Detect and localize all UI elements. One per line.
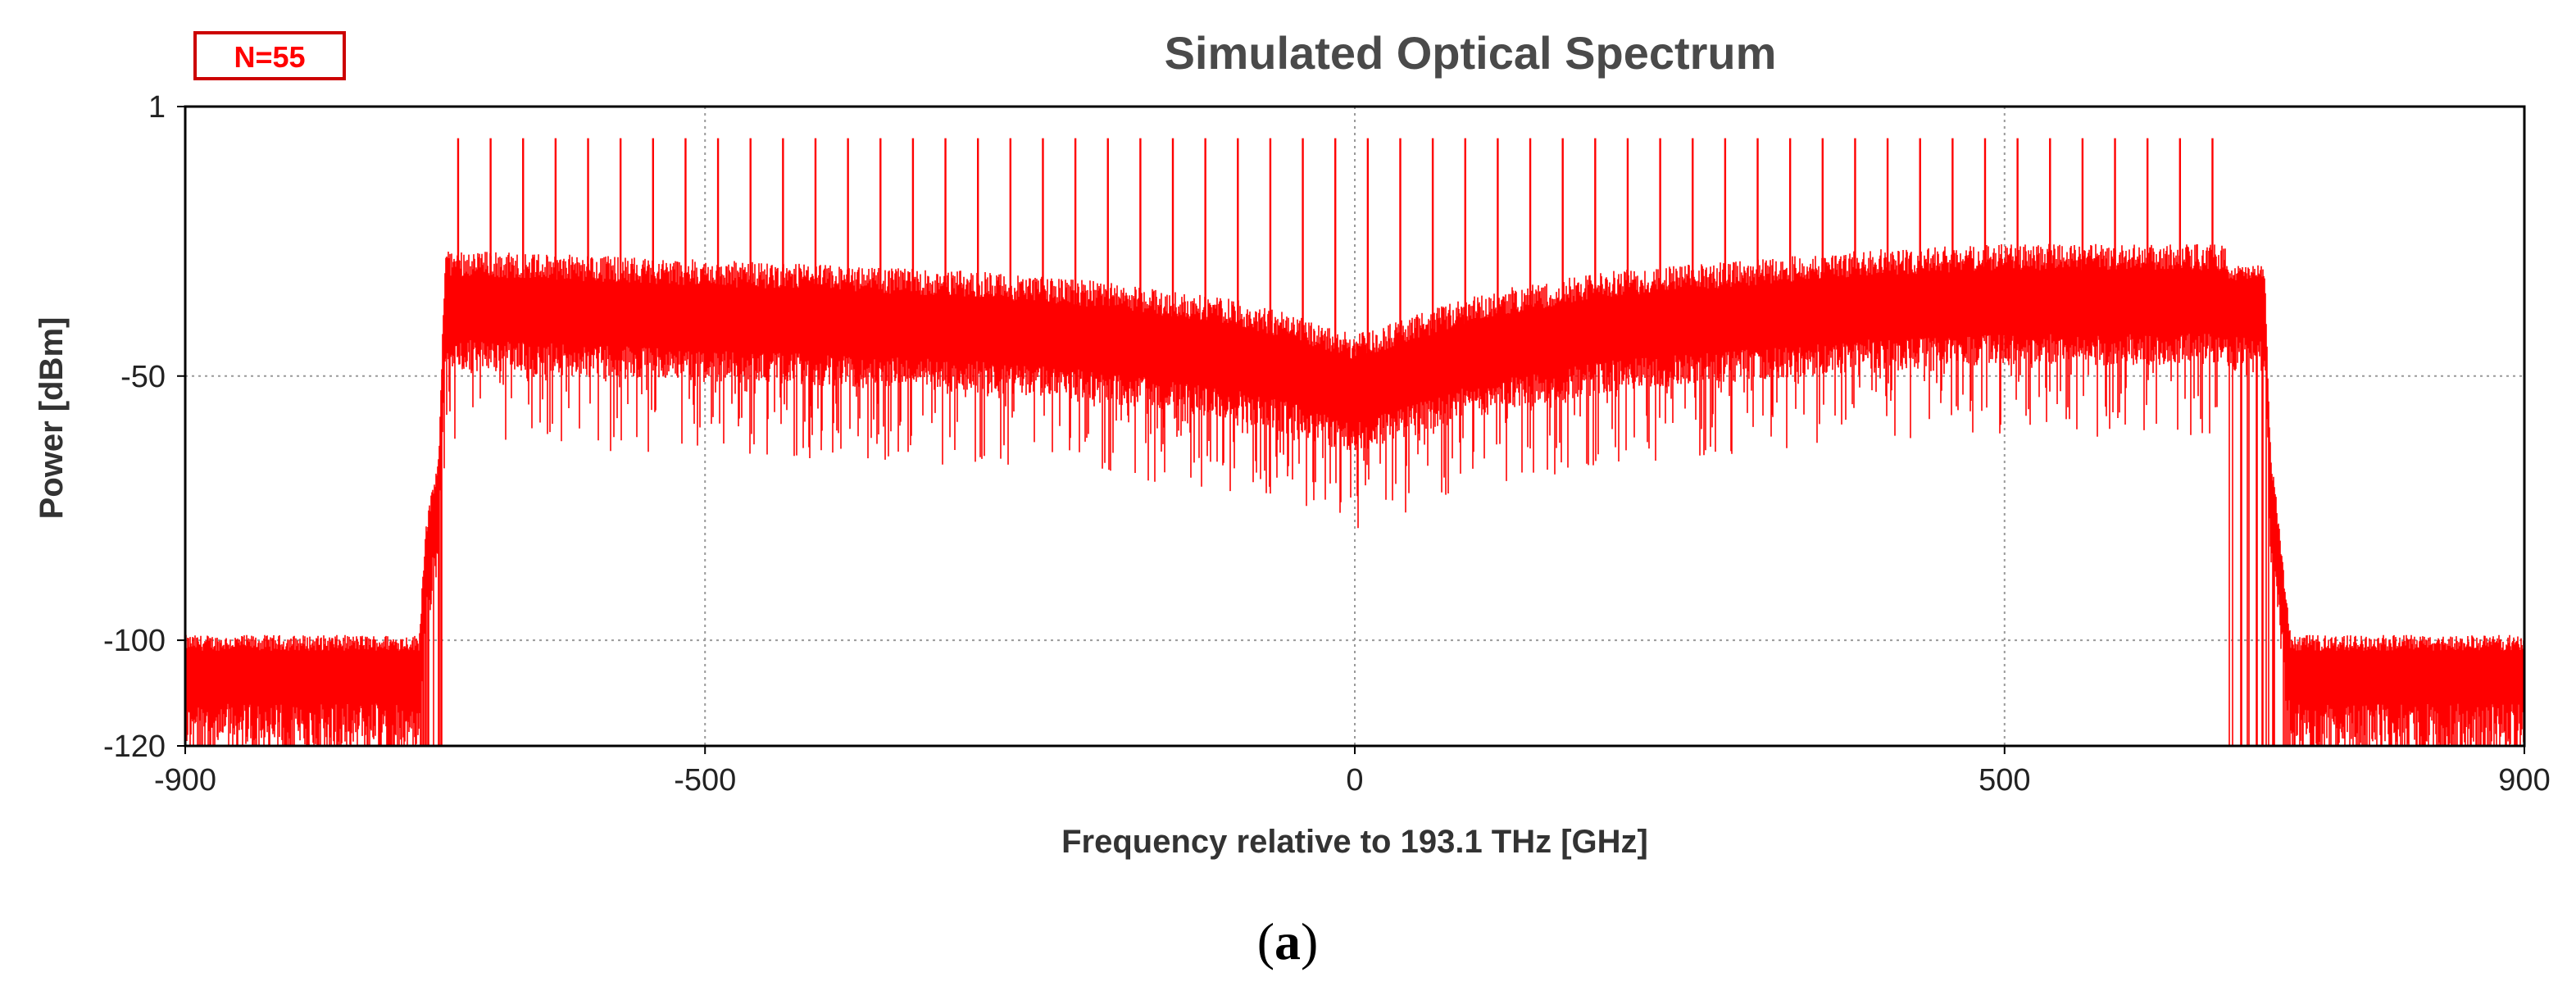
y-tick-label: -120 <box>103 730 166 764</box>
x-tick-label: 500 <box>1979 763 2030 798</box>
caption-letter: a <box>1274 912 1301 970</box>
x-tick-label: 900 <box>2498 763 2550 798</box>
badge-label: N=55 <box>234 40 305 74</box>
x-tick-label: 0 <box>1346 763 1363 798</box>
caption-close: ) <box>1301 912 1318 970</box>
x-axis-label: Frequency relative to 193.1 THz [GHz] <box>1061 824 1648 860</box>
channel-count-badge: N=55 <box>193 31 346 80</box>
y-axis-label: Power [dBm] <box>34 317 70 520</box>
x-tick-label: -500 <box>674 763 736 798</box>
y-tick-label: -100 <box>103 624 166 658</box>
figure-caption: (a) <box>1257 912 1319 970</box>
y-tick-label: 1 <box>148 90 166 125</box>
chart-title: Simulated Optical Spectrum <box>1165 27 1777 79</box>
x-tick-label: -900 <box>154 763 216 798</box>
caption-open: ( <box>1257 912 1274 970</box>
trace-layer <box>184 138 2525 746</box>
tick-layer: 1 -50 -100 -120-900 -500 0 500 900 <box>103 90 2551 798</box>
svg-text:(a): (a) <box>1257 912 1319 970</box>
y-tick-label: -50 <box>120 360 166 394</box>
